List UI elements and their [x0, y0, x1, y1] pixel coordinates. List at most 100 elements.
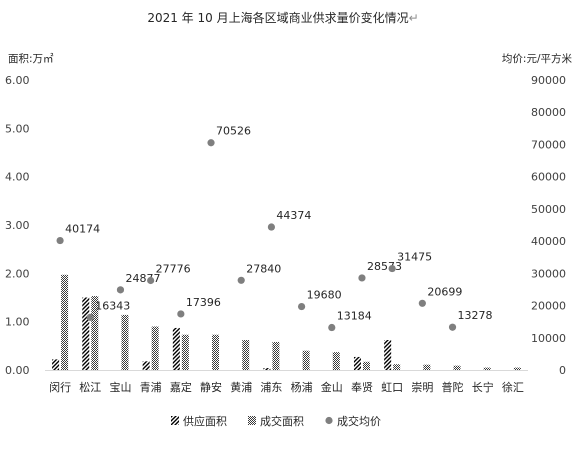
x-tick-label: 浦东 [260, 381, 282, 394]
bar-supply-area [353, 356, 361, 370]
price-points-group: 4017416343248772777617396705262784044374… [56, 125, 493, 332]
price-point [116, 286, 125, 294]
chart-title: 2021 年 10 月上海各区域商业供求量价变化情况↵ [147, 10, 418, 25]
x-tick-label: 徐汇 [502, 380, 524, 394]
price-data-label: 20699 [427, 285, 462, 298]
bar-deal-area [362, 361, 370, 370]
y-axis-left-label: 面积:万㎡ [8, 53, 54, 65]
price-data-label: 19680 [307, 289, 342, 302]
legend-marker [325, 416, 333, 425]
bar-deal-area [121, 314, 129, 370]
y-left-tick-label: 6.00 [5, 74, 30, 87]
bar-deal-area [272, 341, 280, 370]
x-tick-label: 嘉定 [170, 380, 192, 394]
x-axis-ticks: 闵行 松江 宝山 青浦 嘉定 静安 黄浦 浦东 杨浦 金山 奉贤 虹口 崇明 普陀 长宁 徐汇 [49, 380, 524, 394]
price-data-label: 27776 [156, 262, 191, 275]
y-right-tick-label: 60000 [531, 171, 566, 184]
x-tick-label: 闵行 [49, 380, 71, 394]
price-data-label: 31475 [397, 251, 432, 264]
x-tick-label: 长宁 [472, 380, 494, 394]
y-right-tick-label: 10000 [531, 332, 566, 345]
bar-supply-area [52, 359, 60, 370]
x-tick-label: 虹口 [381, 381, 403, 394]
bar-supply-area [384, 340, 392, 370]
price-data-label: 13278 [458, 309, 493, 322]
price-point [237, 276, 245, 284]
x-tick-label: 黄浦 [230, 380, 252, 394]
y-left-tick-label: 0.00 [5, 364, 30, 377]
x-tick-label: 杨浦 [291, 380, 313, 394]
y-left-tick-label: 4.00 [5, 171, 30, 184]
y-axis-right-ticks: 0 10000 20000 30000 40000 50000 60000 70000 8000… [531, 74, 566, 377]
y-right-tick-label: 90000 [531, 74, 566, 87]
bar-supply-area [263, 368, 271, 370]
price-point [418, 299, 426, 307]
price-data-label: 27840 [246, 262, 281, 275]
legend-swatch [248, 416, 256, 425]
bar-deal-area [91, 296, 99, 370]
bar-series-group [52, 274, 521, 370]
price-data-label: 13184 [337, 310, 372, 323]
y-right-tick-label: 70000 [531, 138, 566, 151]
y-right-tick-label: 20000 [531, 300, 566, 313]
price-point [86, 313, 94, 321]
y-axis-left-ticks: 0.00 1.00 2.00 3.00 4.00 5.00 6.00 [5, 74, 30, 377]
x-tick-label: 金山 [321, 380, 343, 394]
price-point [388, 264, 396, 273]
y-left-tick-label: 5.00 [5, 122, 30, 135]
x-tick-label: 普陀 [442, 380, 464, 394]
price-data-label: 70526 [216, 125, 251, 138]
bar-deal-area [61, 274, 69, 370]
price-data-label: 17396 [186, 296, 221, 309]
x-tick-label: 青浦 [140, 381, 162, 394]
bar-deal-area [302, 350, 310, 370]
bar-deal-area [151, 326, 159, 370]
chart-title-mark: ↵ [409, 11, 419, 25]
price-point [267, 223, 276, 231]
bar-deal-area [513, 367, 521, 370]
bar-deal-area [393, 364, 401, 370]
price-point [177, 310, 185, 318]
x-tick-label: 松江 [79, 380, 101, 394]
price-data-label: 16343 [95, 299, 130, 312]
y-right-tick-label: 80000 [531, 106, 566, 119]
y-axis-right-label: 均价:元/平方米 [502, 52, 573, 65]
bar-supply-area [142, 361, 150, 370]
price-point [297, 302, 306, 311]
chart-title-text: 2021 年 10 月上海各区域商业供求量价变化情况 [147, 10, 408, 25]
price-point [207, 139, 215, 147]
price-point [358, 274, 366, 282]
price-point [147, 276, 155, 285]
bar-deal-area [242, 340, 250, 370]
legend-label: 供应面积 [183, 414, 227, 428]
x-tick-label: 奉贤 [351, 380, 373, 394]
bar-deal-area [181, 334, 189, 370]
legend-label: 成交面积 [260, 414, 304, 428]
x-tick-label: 宝山 [109, 380, 131, 394]
legend: 供应面积 成交面积 成交均价 [171, 414, 381, 428]
bar-deal-area [423, 364, 431, 370]
y-left-tick-label: 1.00 [5, 316, 30, 329]
bar-deal-area [453, 365, 461, 370]
price-point [56, 236, 64, 245]
y-right-tick-label: 40000 [531, 235, 566, 248]
y-right-tick-label: 30000 [531, 267, 566, 280]
legend-swatch [171, 416, 179, 425]
bar-supply-area [82, 297, 90, 370]
y-left-tick-label: 2.00 [5, 267, 30, 280]
x-tick-label: 静安 [200, 380, 222, 394]
bar-deal-area [483, 367, 491, 370]
bar-deal-area [212, 334, 220, 370]
price-point [328, 323, 336, 332]
legend-label: 成交均价 [337, 414, 381, 428]
price-data-label: 44374 [276, 209, 311, 222]
y-left-tick-label: 3.00 [5, 219, 30, 232]
bar-deal-area [332, 352, 340, 370]
price-point [448, 323, 457, 331]
bar-supply-area [172, 327, 180, 370]
y-right-tick-label: 0 [559, 364, 566, 377]
price-data-label: 40174 [65, 223, 100, 236]
y-right-tick-label: 50000 [531, 203, 566, 216]
